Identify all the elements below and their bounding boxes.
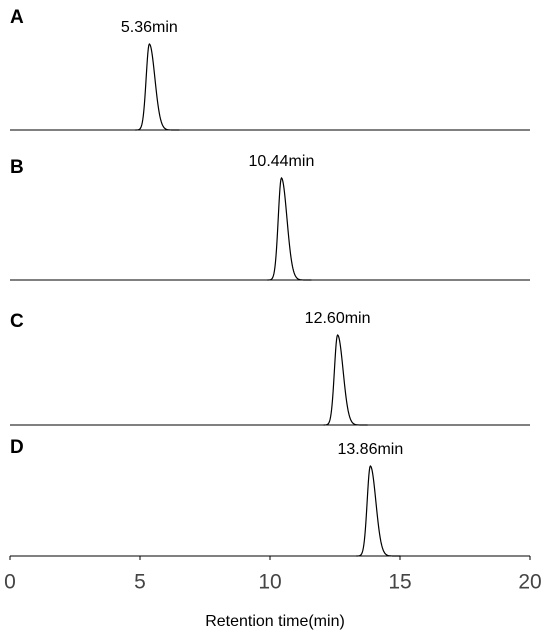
x-tick-label: 10 — [258, 571, 281, 594]
panel-label: C — [10, 311, 24, 332]
x-tick-label: 5 — [134, 571, 146, 594]
x-tick-label: 15 — [388, 571, 411, 594]
x-tick-label: 20 — [518, 571, 541, 594]
panel-label: D — [10, 437, 24, 458]
peak-annotation: 12.60min — [305, 310, 371, 327]
peak-annotation: 13.86min — [337, 441, 403, 458]
panel-label: B — [10, 157, 24, 178]
peak — [267, 177, 312, 281]
panel-label: A — [10, 7, 24, 28]
peak — [323, 334, 368, 426]
x-tick-label: 0 — [4, 571, 16, 594]
peak-annotation: 10.44min — [249, 153, 315, 170]
x-axis-title: Retention time(min) — [205, 613, 345, 630]
peak — [135, 43, 180, 131]
peak-annotation: 5.36min — [121, 19, 178, 36]
peak — [356, 465, 401, 557]
